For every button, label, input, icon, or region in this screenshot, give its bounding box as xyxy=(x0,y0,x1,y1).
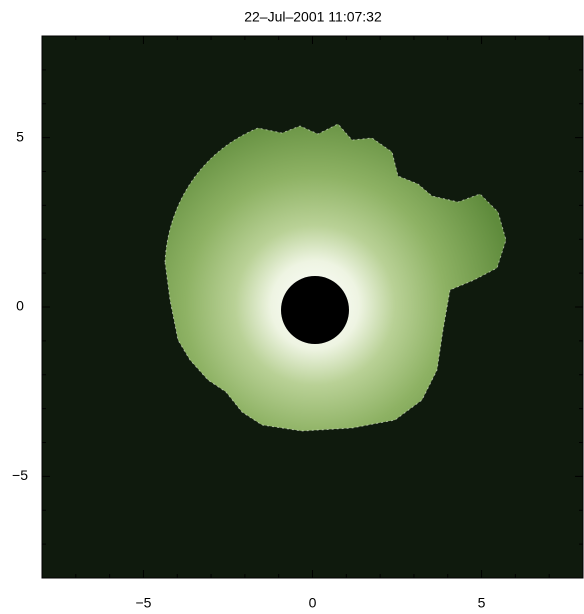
chart-title: 22–Jul–2001 11:07:32 xyxy=(244,9,382,25)
y-tick-label: 5 xyxy=(16,128,24,144)
y-tick-label: −5 xyxy=(12,467,28,483)
occulting-disk xyxy=(281,276,349,344)
x-tick-label: −5 xyxy=(135,595,151,611)
chart: 22–Jul–2001 11:07:32 −5 0 5 −5 0 5 xyxy=(0,0,584,614)
x-tick-label: 5 xyxy=(478,595,486,611)
y-tick-label: 0 xyxy=(16,298,24,314)
x-tick-label: 0 xyxy=(309,595,317,611)
